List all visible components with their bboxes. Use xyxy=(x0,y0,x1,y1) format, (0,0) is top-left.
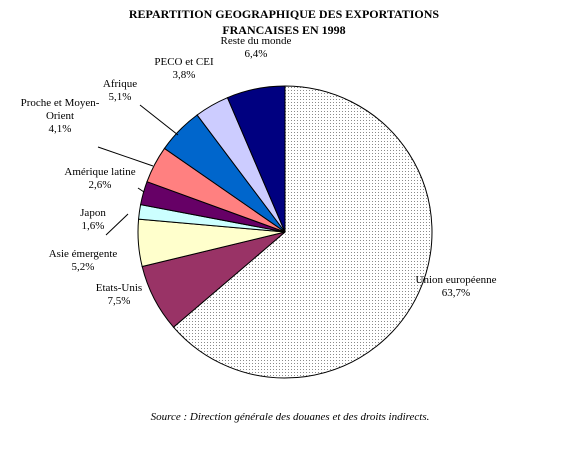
pie-slice-0 xyxy=(172,85,433,379)
slice-label-5: Proche et Moyen-Orient 4,1% xyxy=(21,97,100,135)
chart-title-line-2: FRANCAISES EN 1998 xyxy=(222,23,345,37)
pie-slices xyxy=(137,85,433,379)
slice-value-label-4: 2,6% xyxy=(89,179,112,191)
slice-name-label-8: Reste du monde xyxy=(221,35,292,47)
leader-line-5 xyxy=(97,146,154,167)
slice-value-label-6: 5,1% xyxy=(109,91,132,103)
slice-label-2: Asie émergente 5,2% xyxy=(49,248,118,273)
slice-name-label-7: PECO et CEI xyxy=(154,56,214,68)
slice-label-1: Etats-Unis 7,5% xyxy=(96,282,142,307)
slice-value-label-3: 1,6% xyxy=(82,220,105,232)
slice-name-label-0: Union européenne xyxy=(416,274,497,286)
chart-title-line-1: REPARTITION GEOGRAPHIQUE DES EXPORTATION… xyxy=(129,7,440,21)
leader-line-6 xyxy=(139,104,179,136)
slice-name-label-4: Amérique latine xyxy=(64,166,135,178)
leader-line-4 xyxy=(137,187,145,193)
slice-label-3: Japon 1,6% xyxy=(80,207,106,232)
slice-value-label-1: 7,5% xyxy=(108,295,131,307)
slice-value-label-7: 3,8% xyxy=(173,69,196,81)
slice-label-8: Reste du monde 6,4% xyxy=(221,35,292,60)
slice-name-label-5: Proche et Moyen- xyxy=(21,97,100,109)
slice-name-label-6: Afrique xyxy=(103,78,137,90)
slice-name-label-3: Japon xyxy=(80,207,106,219)
leader-lines xyxy=(97,104,179,236)
leader-line-3 xyxy=(105,213,129,236)
slice-name-label-1: Etats-Unis xyxy=(96,282,142,294)
pie-slice-8 xyxy=(226,85,286,233)
slice-value-label-2: 5,2% xyxy=(72,261,95,273)
slice-value-label-0: 63,7% xyxy=(442,287,470,299)
slice-labels: Union européenne 63,7% Etats-Unis 7,5% Asie … xyxy=(21,35,497,307)
slice-label-6: Afrique 5,1% xyxy=(103,78,137,103)
slice-label-0: Union européenne 63,7% xyxy=(416,274,497,299)
slice-name-label-5: Orient xyxy=(46,110,74,122)
slice-label-7: PECO et CEI 3,8% xyxy=(154,56,214,81)
slice-value-label-8: 6,4% xyxy=(245,48,268,60)
slice-name-label-2: Asie émergente xyxy=(49,248,118,260)
slice-value-label-5: 4,1% xyxy=(49,123,72,135)
chart-source-note: Source : Direction générale des douanes … xyxy=(151,411,430,423)
slice-label-4: Amérique latine 2,6% xyxy=(64,166,135,191)
